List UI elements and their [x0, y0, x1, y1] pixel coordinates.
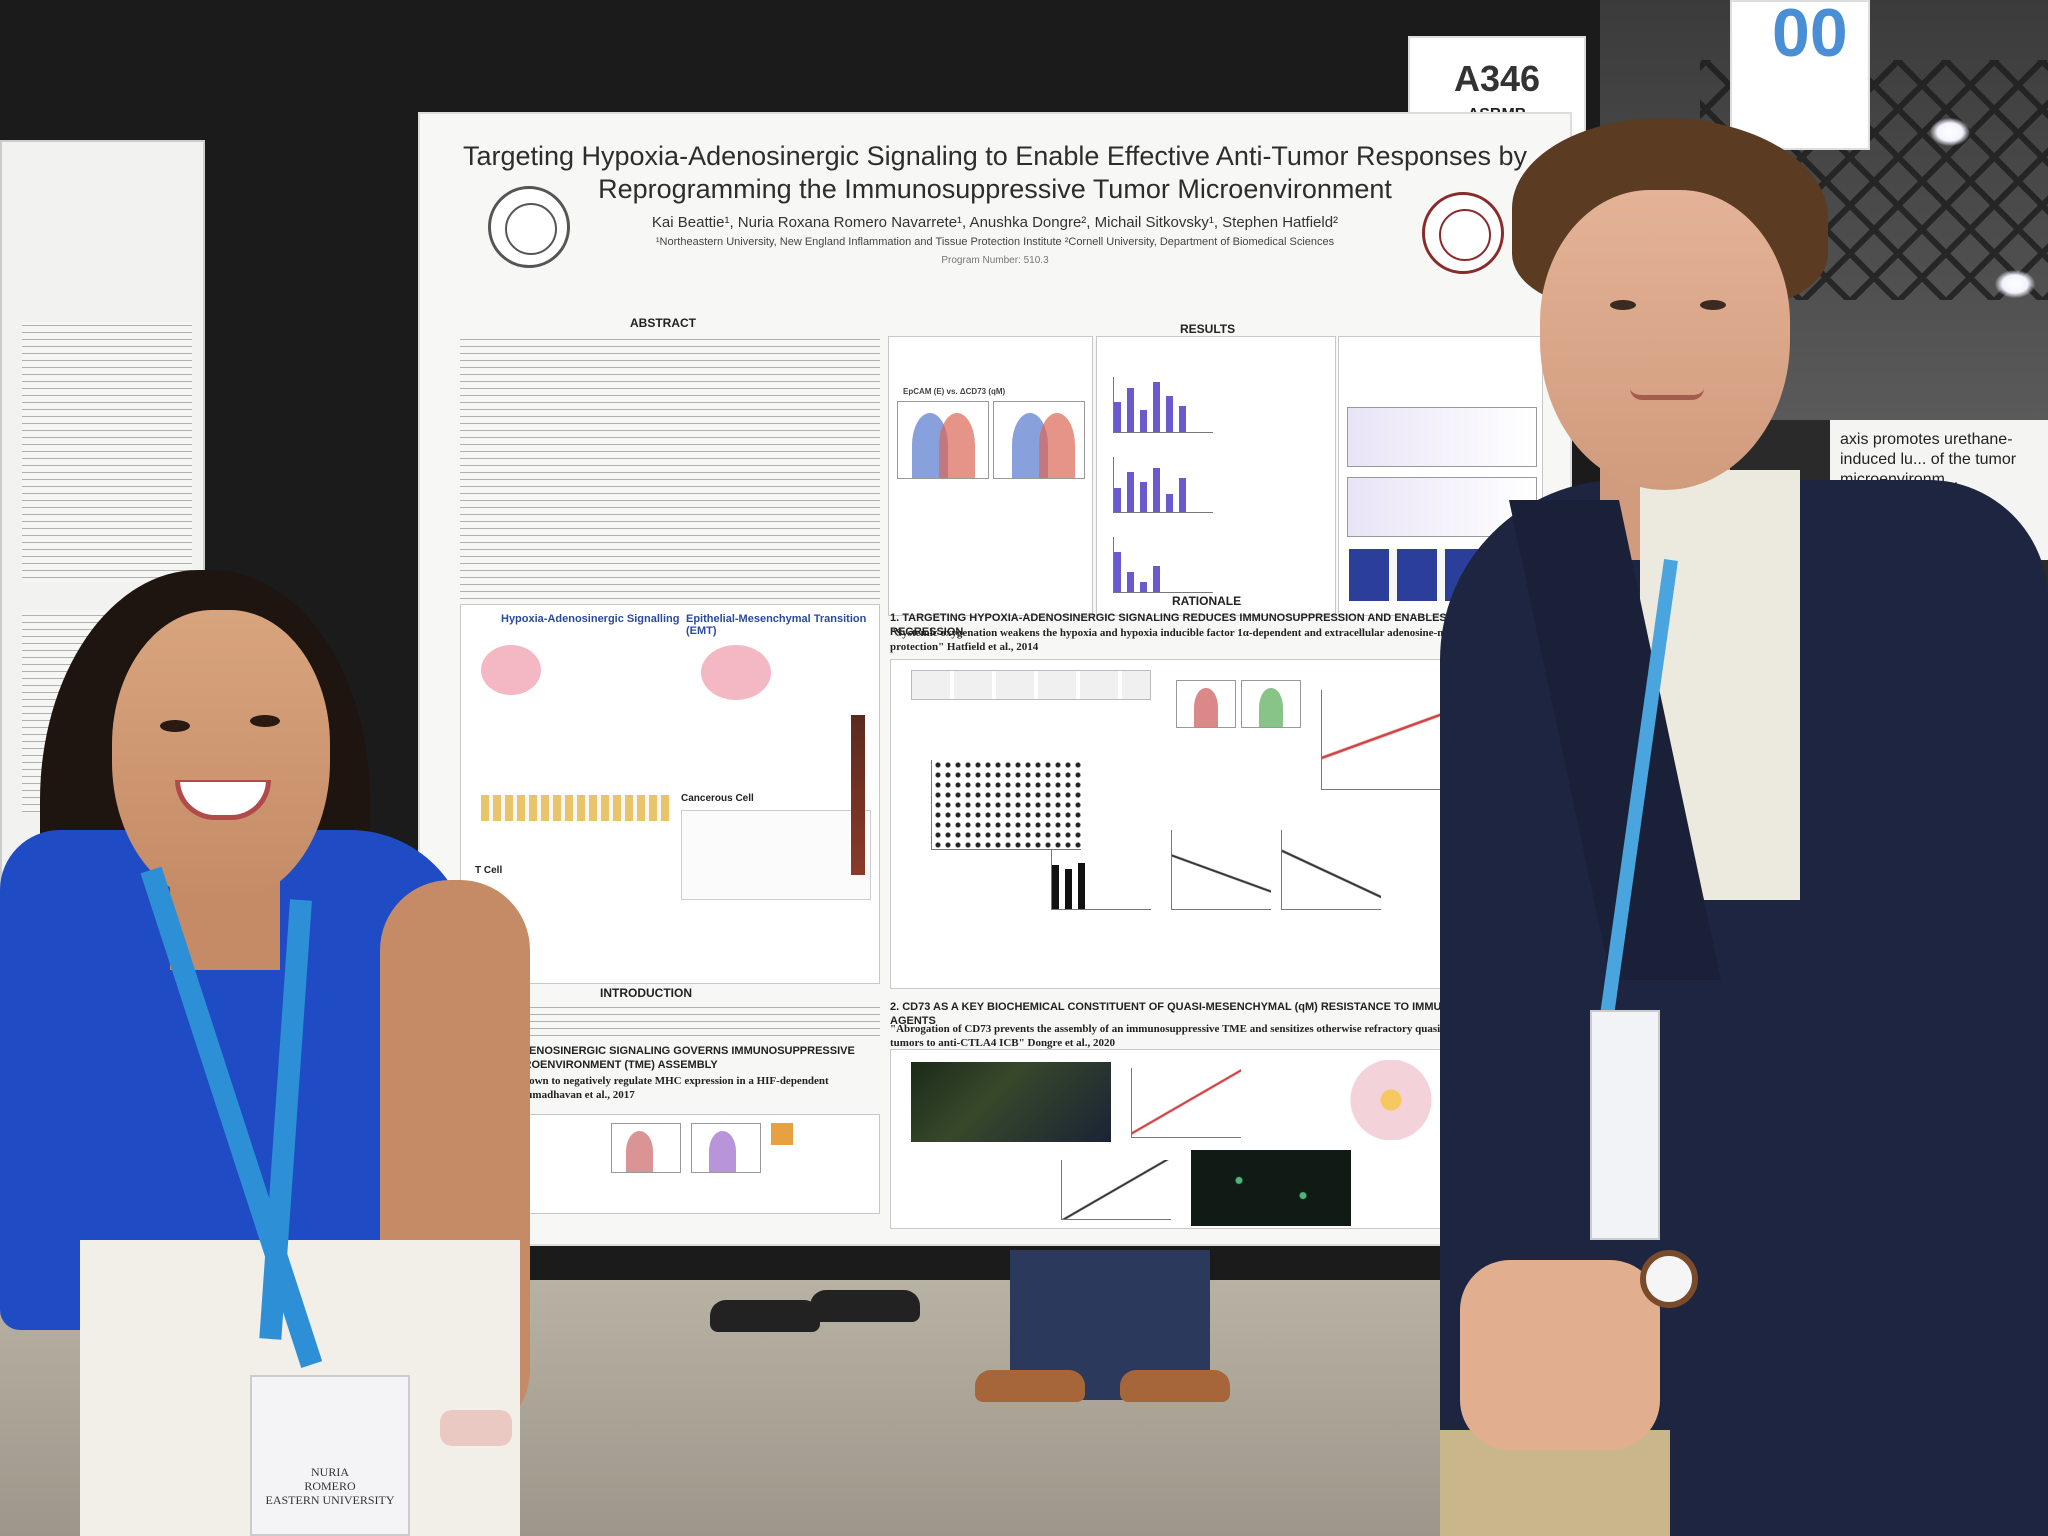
mechanism-figure: Hypoxia-Adenosinergic Signalling Epithel…	[460, 604, 880, 984]
ceiling-light	[1995, 270, 2035, 298]
ceiling-light	[1930, 118, 1970, 146]
visitor-shoe	[810, 1290, 920, 1322]
man-hands	[1460, 1260, 1660, 1450]
cornell-seal	[1422, 192, 1504, 274]
results-panel-2	[1096, 336, 1336, 616]
badge-last-name: ROMERO	[304, 1479, 356, 1493]
program-number: Program Number: 510.3	[941, 255, 1049, 266]
emt-label: Epithelial-Mesenchymal Transition (EMT)	[686, 613, 867, 637]
results-heading: RESULTS	[1180, 322, 1236, 336]
t-cell-label: T Cell	[475, 865, 503, 876]
results-panel-1: EpCAM (E) vs. ΔCD73 (qM)	[888, 336, 1093, 616]
rationale-heading: RATIONALE	[1172, 594, 1242, 608]
man-name-badge	[1590, 1010, 1660, 1240]
introduction-heading: INTRODUCTION	[600, 986, 692, 1000]
aisle-sign: 00	[1730, 0, 1870, 150]
cancerous-cell-label: Cancerous Cell	[681, 793, 754, 804]
mhc-figure	[460, 1114, 880, 1214]
woman-eye	[250, 715, 280, 727]
poster-authors: Kai Beattie¹, Nuria Roxana Romero Navarr…	[651, 214, 1339, 231]
rationale-heading-1: 1. TARGETING HYPOXIA-ADENOSINERGIC SIGNA…	[890, 612, 1491, 638]
man-eye	[1610, 300, 1636, 310]
man-watch	[1640, 1250, 1698, 1308]
rationale-figure-1	[890, 659, 1540, 989]
board-number: A346	[1453, 58, 1541, 99]
rationale-figure-2	[890, 1049, 1540, 1229]
visitor-shoe	[710, 1300, 820, 1332]
woman-face	[112, 610, 330, 902]
man-face	[1540, 190, 1790, 490]
hypoxia-signalling-label: Hypoxia-Adenosinergic Signalling	[501, 613, 680, 625]
man-smile	[1630, 388, 1704, 400]
abstract-text	[460, 336, 880, 606]
woman-name-badge: NURIA ROMERO EASTERN UNIVERSITY	[250, 1375, 410, 1536]
rationale-heading-2: 2. CD73 AS A KEY BIOCHEMICAL CONSTITUENT…	[890, 1001, 1536, 1027]
poster-title: Targeting Hypoxia-Adenosinergic Signalin…	[462, 141, 1528, 204]
research-poster: Targeting Hypoxia-Adenosinergic Signalin…	[420, 114, 1570, 1244]
badge-institution: EASTERN UNIVERSITY	[265, 1493, 395, 1507]
visitor-shoe	[975, 1370, 1085, 1402]
poster-affiliations: ¹Northeastern University, New England In…	[655, 236, 1335, 248]
badge-first-name: NURIA	[311, 1465, 349, 1479]
woman-watch	[440, 1410, 512, 1446]
ecd73-label: EpCAM (E) vs. ΔCD73 (qM)	[903, 387, 1006, 396]
rationale-quote-1: "Systemic oxygenation weakens the hypoxi…	[890, 627, 1513, 653]
woman-eye	[160, 720, 190, 732]
abstract-heading: ABSTRACT	[630, 316, 696, 330]
rationale-quote-2: "Abrogation of CD73 prevents the assembl…	[890, 1023, 1508, 1049]
man-eye	[1700, 300, 1726, 310]
visitor-shoe	[1120, 1370, 1230, 1402]
northeastern-seal	[488, 186, 570, 268]
